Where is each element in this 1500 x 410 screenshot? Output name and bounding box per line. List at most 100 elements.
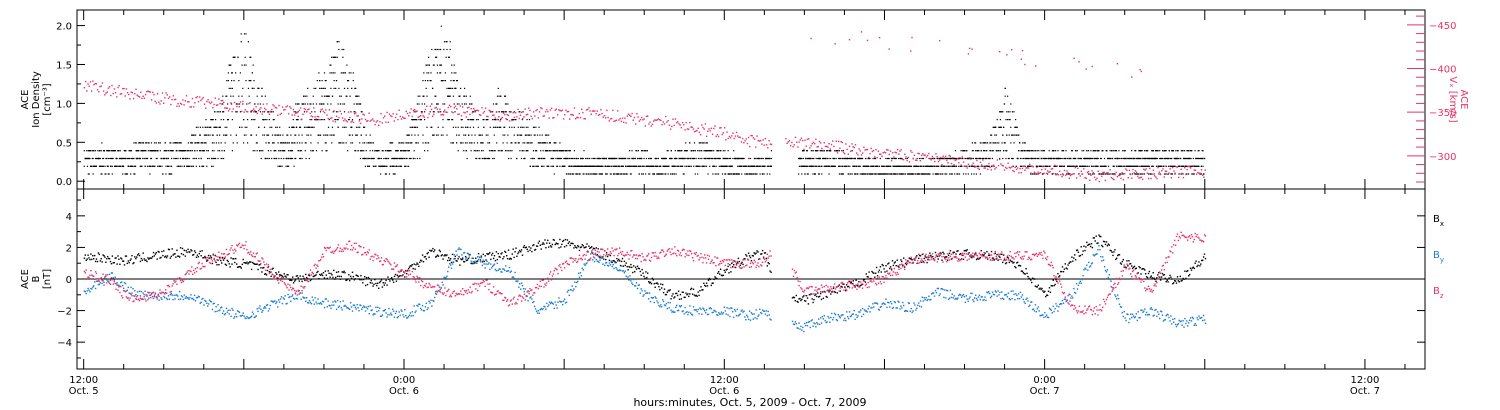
density-point <box>846 157 848 160</box>
vx-point <box>707 130 709 132</box>
density-point <box>239 72 241 74</box>
density-point <box>804 173 806 175</box>
density-point <box>293 111 295 113</box>
density-point <box>755 165 757 167</box>
density-point <box>305 157 307 160</box>
density-point <box>864 165 866 167</box>
vx-point <box>595 113 597 115</box>
density-point <box>276 126 278 128</box>
density-point <box>108 150 110 152</box>
vx-point <box>233 101 236 104</box>
density-point <box>1131 173 1134 175</box>
vx-point <box>872 149 875 152</box>
vx-point <box>1021 50 1024 52</box>
density-point <box>244 126 246 128</box>
density-point <box>408 134 410 136</box>
vx-point <box>710 127 713 129</box>
density-point <box>705 165 708 167</box>
density-point <box>543 157 545 160</box>
density-point <box>114 165 117 167</box>
density-point <box>256 150 258 152</box>
density-point <box>1068 173 1070 175</box>
density-point <box>500 95 502 97</box>
vx-point <box>677 121 679 123</box>
density-point <box>733 150 735 152</box>
vx-point <box>155 102 158 104</box>
density-point <box>975 157 977 160</box>
vx-point <box>657 118 660 120</box>
density-point <box>1178 157 1180 160</box>
density-point <box>1006 150 1008 152</box>
density-point <box>727 157 729 160</box>
density-point <box>972 150 974 152</box>
density-point <box>325 150 327 152</box>
vx-point <box>790 144 792 147</box>
density-point <box>909 165 911 167</box>
density-point <box>87 173 89 175</box>
density-point <box>400 157 402 160</box>
density-point <box>523 126 525 128</box>
vx-point <box>663 123 666 125</box>
density-point <box>535 150 537 152</box>
density-point <box>702 165 704 167</box>
density-point <box>321 80 323 82</box>
density-point <box>681 157 684 160</box>
density-point <box>1103 165 1106 167</box>
density-point <box>671 157 673 160</box>
density-point <box>645 157 647 160</box>
density-point <box>526 142 528 144</box>
vx-point <box>477 110 480 112</box>
density-point <box>1171 150 1173 152</box>
vx-point <box>860 31 863 33</box>
density-point <box>230 64 232 66</box>
vx-point <box>486 115 488 118</box>
density-point <box>548 134 550 136</box>
vx-point <box>239 101 242 103</box>
density-point <box>835 150 837 152</box>
density-point <box>355 95 357 97</box>
density-point <box>669 173 672 175</box>
vx-point <box>788 140 791 142</box>
density-point <box>1096 165 1098 167</box>
density-point <box>388 150 390 152</box>
vx-point <box>699 134 702 136</box>
density-point <box>597 165 599 167</box>
density-point <box>930 165 932 167</box>
density-point <box>252 64 254 66</box>
density-point <box>754 173 756 175</box>
density-point <box>123 157 125 160</box>
density-point <box>941 173 943 175</box>
density-point <box>360 111 362 113</box>
vx-point <box>428 113 430 115</box>
density-point <box>266 134 268 136</box>
density-point <box>397 150 399 152</box>
density-point <box>751 165 753 167</box>
vx-point <box>138 96 141 98</box>
density-point <box>482 157 484 160</box>
density-point <box>847 173 849 175</box>
density-point <box>1158 173 1160 175</box>
density-point <box>807 173 809 175</box>
density-point <box>896 165 898 167</box>
density-point <box>157 150 159 152</box>
density-point <box>331 72 333 74</box>
density-point <box>339 142 341 144</box>
density-point <box>698 142 700 144</box>
density-point <box>639 157 641 160</box>
density-point <box>263 111 266 113</box>
density-point <box>480 134 482 136</box>
density-point <box>277 134 279 136</box>
density-point <box>393 165 395 167</box>
density-point <box>106 150 109 152</box>
density-point <box>493 134 495 136</box>
density-point <box>647 165 649 167</box>
density-point <box>1143 173 1146 175</box>
density-point <box>331 126 334 128</box>
density-point <box>279 142 282 144</box>
density-point <box>1119 173 1121 175</box>
vx-point <box>785 138 787 140</box>
vx-point <box>893 156 895 158</box>
density-point <box>261 87 263 89</box>
density-point <box>734 157 736 160</box>
